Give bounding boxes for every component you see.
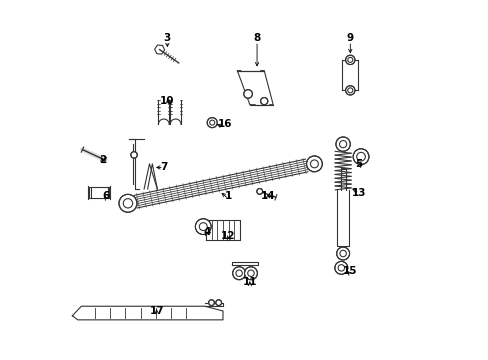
Bar <box>89 187 109 198</box>
Circle shape <box>336 247 349 260</box>
Text: 6: 6 <box>102 191 110 201</box>
Text: 17: 17 <box>149 306 163 316</box>
Circle shape <box>119 194 137 212</box>
Text: 4: 4 <box>203 227 210 237</box>
Text: 5: 5 <box>355 159 362 169</box>
Circle shape <box>208 300 214 306</box>
Text: 1: 1 <box>224 191 231 201</box>
Text: 13: 13 <box>351 188 366 198</box>
Circle shape <box>334 261 347 274</box>
Circle shape <box>256 189 262 194</box>
Text: 16: 16 <box>217 120 231 129</box>
Circle shape <box>345 55 354 64</box>
Circle shape <box>131 152 137 158</box>
Text: 14: 14 <box>260 191 275 201</box>
Circle shape <box>244 90 252 98</box>
Text: 9: 9 <box>346 33 353 43</box>
Text: 8: 8 <box>253 33 260 43</box>
Circle shape <box>352 149 368 165</box>
Circle shape <box>195 219 211 234</box>
Circle shape <box>215 300 221 306</box>
Text: 2: 2 <box>99 155 106 165</box>
Circle shape <box>260 98 267 105</box>
Text: 11: 11 <box>242 277 257 287</box>
Text: 12: 12 <box>221 231 235 240</box>
Text: 15: 15 <box>343 266 357 276</box>
Text: 3: 3 <box>163 33 171 43</box>
Circle shape <box>207 118 217 128</box>
Circle shape <box>232 267 245 280</box>
Circle shape <box>345 86 354 95</box>
Text: 10: 10 <box>160 96 174 106</box>
Circle shape <box>335 137 349 151</box>
Polygon shape <box>72 306 223 320</box>
Circle shape <box>244 267 257 280</box>
Text: 7: 7 <box>160 162 167 172</box>
Polygon shape <box>205 220 240 240</box>
Circle shape <box>306 156 322 172</box>
